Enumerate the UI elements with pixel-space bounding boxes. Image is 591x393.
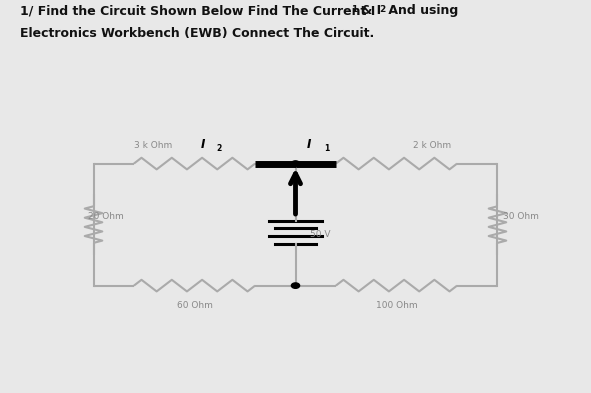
Text: I: I xyxy=(200,138,204,151)
Text: 60 Ohm: 60 Ohm xyxy=(177,301,212,310)
Text: I: I xyxy=(307,138,311,151)
Text: & I: & I xyxy=(357,4,381,17)
Text: 3 k Ohm: 3 k Ohm xyxy=(134,141,173,150)
Text: 2: 2 xyxy=(379,5,385,14)
Text: 2: 2 xyxy=(217,144,222,153)
Text: And using: And using xyxy=(385,4,459,17)
Text: 2 k Ohm: 2 k Ohm xyxy=(413,141,451,150)
Circle shape xyxy=(291,161,300,166)
Text: 1/ Find the Circuit Shown Below Find The Current I: 1/ Find the Circuit Shown Below Find The… xyxy=(20,5,376,18)
Text: 100 Ohm: 100 Ohm xyxy=(376,301,417,310)
Text: 1: 1 xyxy=(324,144,329,153)
Text: Electronics Workbench (EWB) Connect The Circuit.: Electronics Workbench (EWB) Connect The … xyxy=(20,27,375,40)
Text: 1: 1 xyxy=(351,5,358,14)
Text: 50 V: 50 V xyxy=(310,230,330,239)
Text: 20 Ohm: 20 Ohm xyxy=(87,212,124,221)
Circle shape xyxy=(291,283,300,288)
Text: 30 Ohm: 30 Ohm xyxy=(504,212,539,221)
